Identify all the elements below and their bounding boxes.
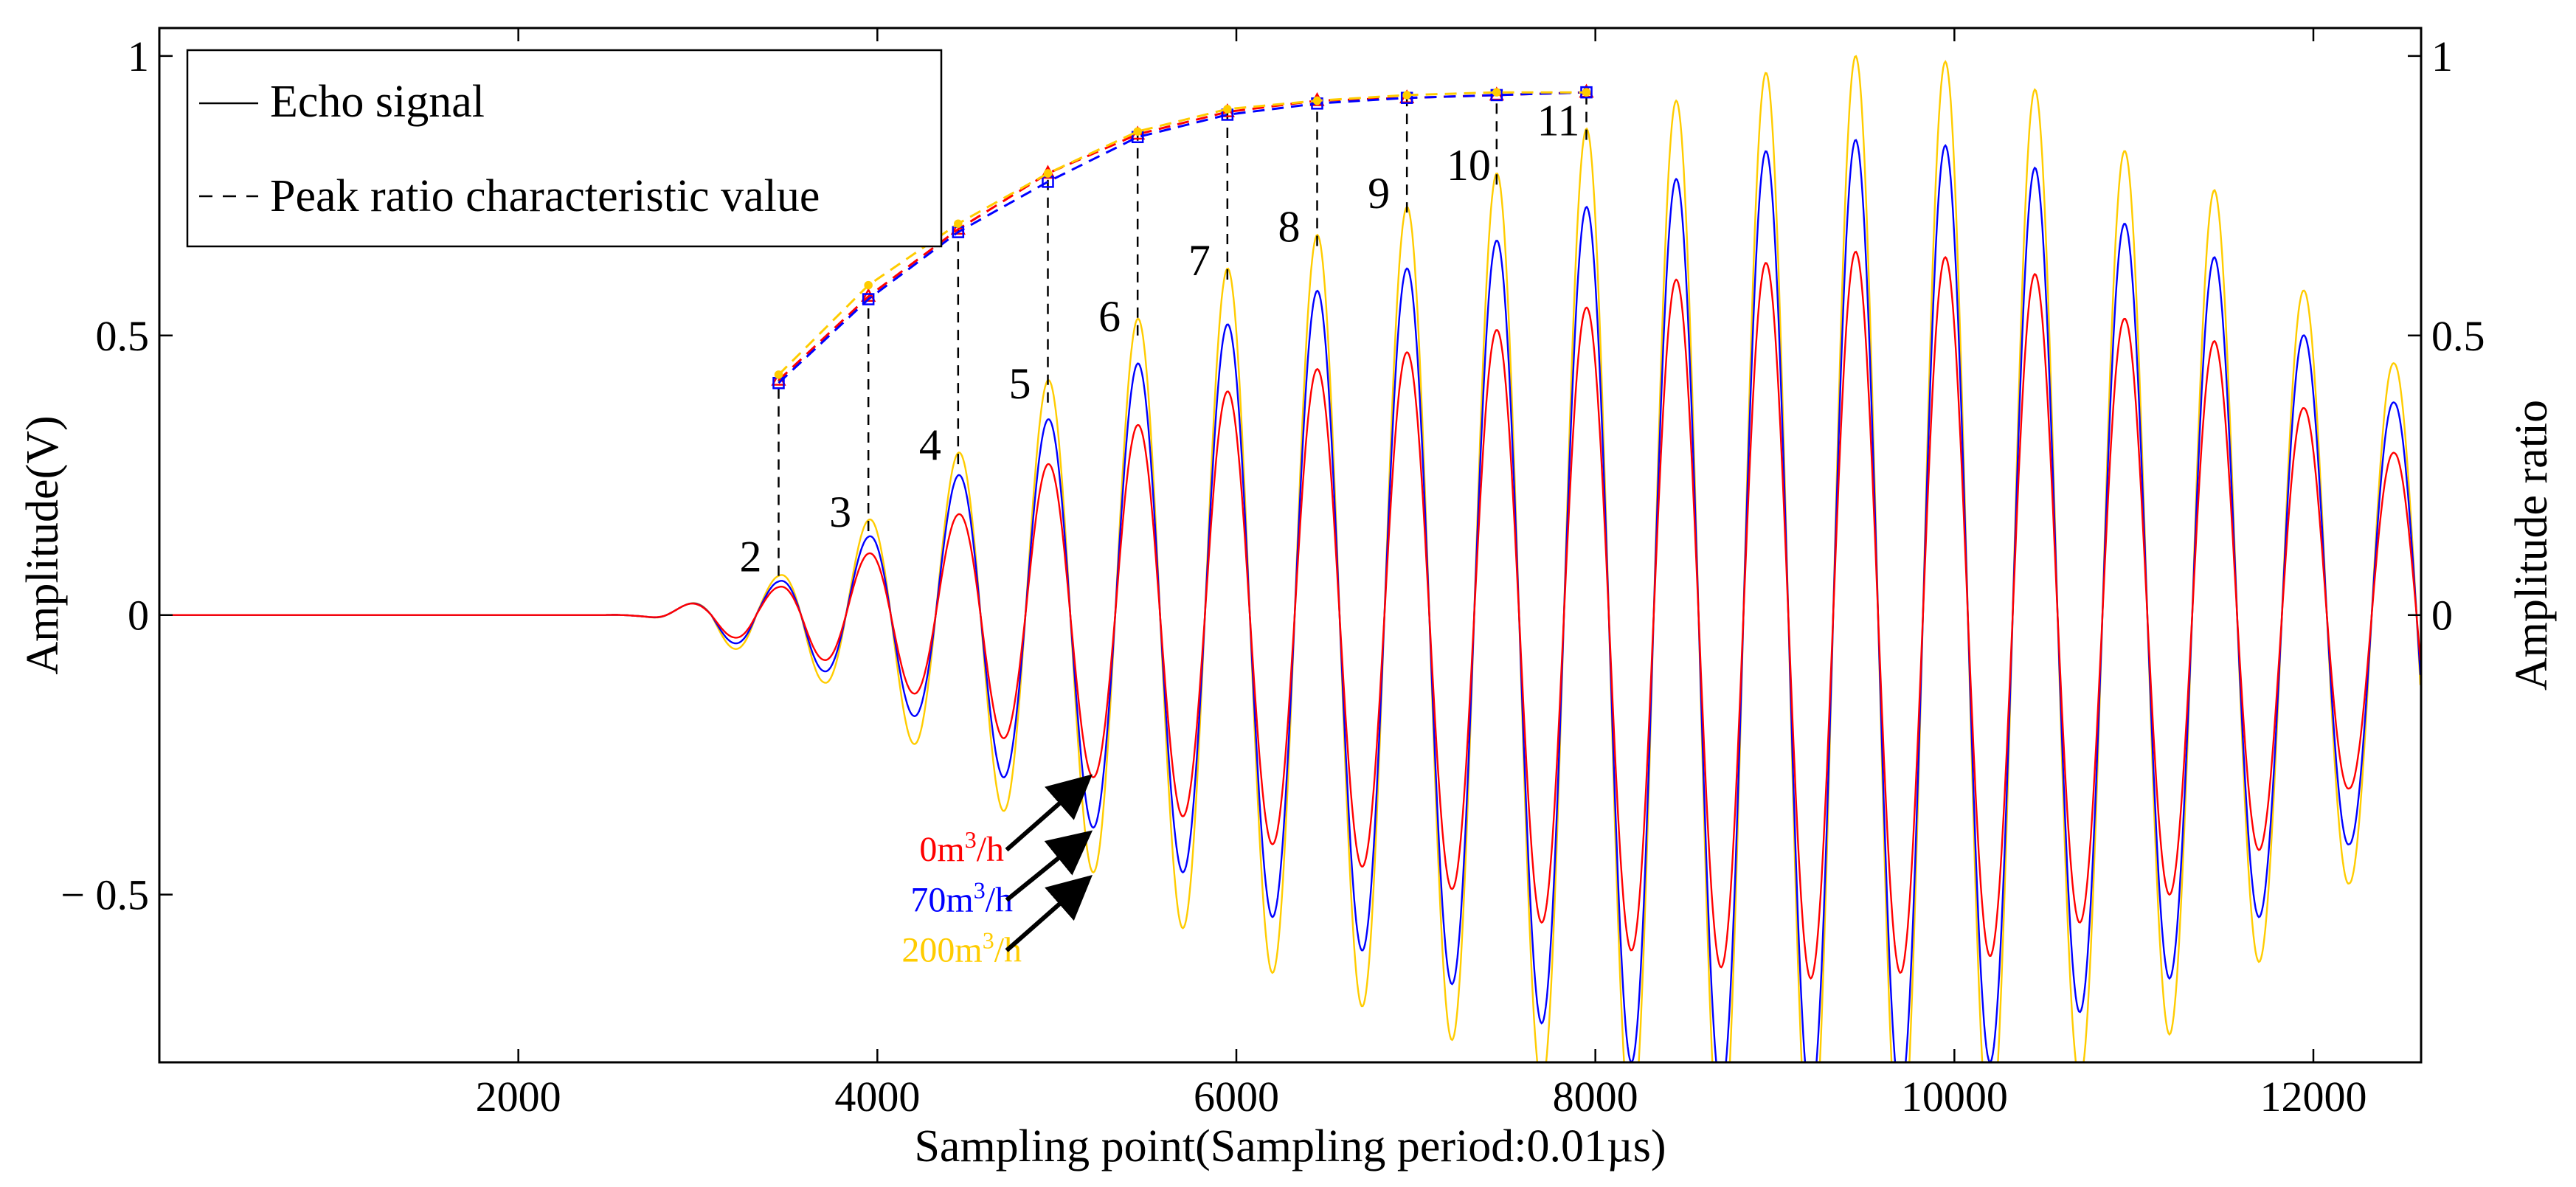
series-layer — [159, 55, 2421, 1062]
x-axis-label: Sampling point(Sampling period:0.01µs) — [914, 1121, 1666, 1172]
ratio-200m3h-marker — [954, 219, 963, 228]
peak-label-11: 11 — [1537, 97, 1580, 145]
ratio-200m3h-line — [778, 91, 1587, 376]
axes-layer: 2000 4000 6000 8000 10000 12000− 0.500.5100.5… — [60, 28, 2485, 1121]
peak-label-3: 3 — [829, 488, 851, 536]
ratio-200m3h-marker — [1312, 96, 1322, 105]
y-tick-label: 1 — [128, 32, 149, 80]
peak-label-4: 4 — [919, 421, 941, 469]
peak-label-8: 8 — [1278, 203, 1301, 252]
legend-label-echo-signal: Echo signal — [270, 77, 485, 127]
legend-box — [186, 49, 943, 248]
y2-tick-label: 0.5 — [2431, 312, 2485, 360]
peak-label-7: 7 — [1188, 236, 1211, 285]
y2-axis-label: Amplitude ratio — [2507, 400, 2557, 691]
x-tick-label: 6000 — [1194, 1073, 1279, 1121]
plot-frame — [158, 27, 2423, 1064]
flow-arrow — [1005, 830, 1093, 902]
x-tick-label: 8000 — [1553, 1073, 1638, 1121]
x-tick-label: 4000 — [834, 1073, 920, 1121]
y2-tick-label: 1 — [2431, 32, 2453, 80]
y-tick-label: 0 — [128, 592, 149, 640]
x-tick-label: 12000 — [2260, 1073, 2367, 1121]
ratio-200m3h-marker — [1402, 91, 1411, 100]
ratio-200m3h-marker — [1582, 88, 1591, 97]
y-tick-label: 0.5 — [96, 312, 150, 360]
peak-guide-layer — [778, 92, 1588, 576]
peak-label-6: 6 — [1098, 292, 1121, 341]
flow-arrow — [1005, 874, 1093, 952]
x-tick-label: 2000 — [476, 1073, 561, 1121]
flow-label: 0m3/h — [919, 826, 1004, 869]
y-axis-label: Amplitude(V) — [18, 415, 68, 674]
legend: Echo signal Peak ratio characteristic va… — [186, 49, 943, 248]
y2-tick-label: 0 — [2431, 592, 2453, 640]
flow-label: 70m3/h — [910, 876, 1013, 919]
ratio-200m3h-marker — [864, 280, 873, 290]
flow-arrow — [1005, 774, 1093, 852]
y-tick-label: − 0.5 — [60, 871, 149, 919]
ratio-70m3h-marker — [862, 293, 875, 305]
ratio-200m3h-marker — [1043, 169, 1053, 178]
ratio-0m3h-marker — [861, 288, 876, 302]
flow-label: 200m3/h — [901, 927, 1022, 970]
ratio-layer — [771, 83, 1594, 390]
x-tick-label: 10000 — [1901, 1073, 2008, 1121]
echo-signal-200mh — [159, 55, 2421, 1062]
ratio-70m3h-line — [778, 91, 1587, 384]
legend-label-peak-ratio: Peak ratio characteristic value — [270, 171, 820, 221]
ratio-200m3h-marker — [1223, 105, 1232, 114]
ratio-200m3h-marker — [1133, 127, 1142, 136]
ratio-200m3h-marker — [1492, 88, 1501, 97]
ratio-200m3h-marker — [774, 370, 783, 379]
peak-label-layer: 2 3 4 5 6 7 8 9 10 11 — [740, 97, 1580, 581]
flow-annotation-layer: 0m3/h 70m3/h 200m3/h — [901, 774, 1093, 970]
peak-label-5: 5 — [1009, 359, 1031, 408]
peak-label-9: 9 — [1368, 169, 1390, 218]
echo-signal-70mh — [159, 139, 2421, 1062]
peak-label-10: 10 — [1447, 141, 1491, 190]
ratio-0m3h-marker — [950, 221, 966, 235]
echo-signal-0mh — [159, 250, 2421, 980]
peak-label-2: 2 — [740, 533, 762, 581]
